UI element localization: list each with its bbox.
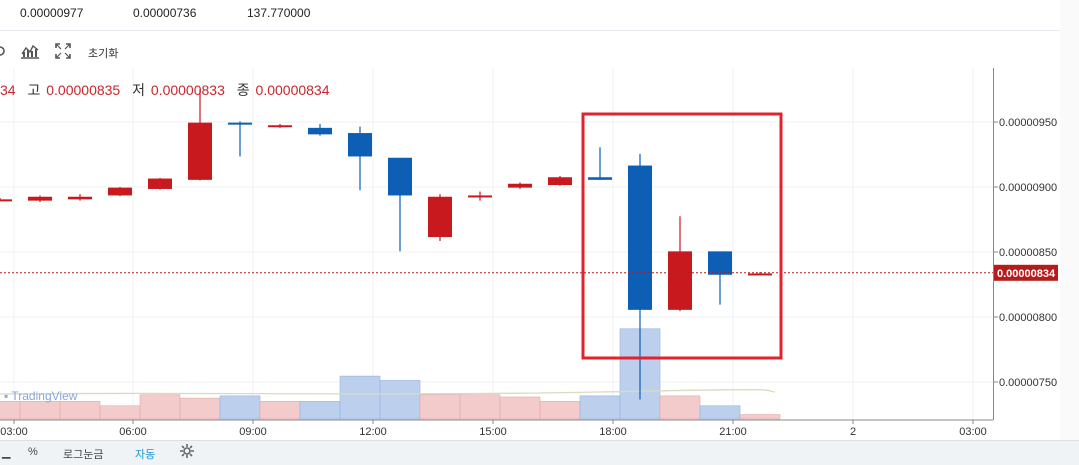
high-value: 0.00000835 [46,82,121,98]
volume-bar [579,395,621,420]
time-tick-label: 06:00 [119,426,147,438]
volume-bar [659,395,701,420]
time-tick-label: 2 [850,426,856,438]
auto-scale-button[interactable]: 자동 [135,449,156,461]
volume-bar [699,405,741,420]
candle-body [588,177,612,180]
chart-pane[interactable] [0,68,994,420]
time-tick-label: 21:00 [719,426,747,438]
volume-bar [219,395,261,420]
volume-bar [739,414,781,420]
candle-body [388,157,412,196]
price-tick-label: 0.00000750 [999,377,1057,389]
candle-body [348,133,372,157]
reset-button[interactable]: 초기화 [88,48,119,60]
volume-bar [59,401,101,420]
volume-bar [299,401,341,420]
volume-bar [179,397,221,420]
candle-body [188,122,212,180]
watermark-text: ▪ TradingView [4,389,78,403]
volume-ma-line [0,389,776,395]
right-scroll-gutter [1060,0,1079,440]
candle-body [228,122,252,125]
volume-bar [99,405,141,420]
candlestick-chart[interactable]: ▪ TradingView 0.00000950 0.00000900 0.00000… [0,0,1060,440]
indicators-icon[interactable] [20,42,39,60]
bottom-bar-item-cut: ▁ [2,447,11,459]
price-tick-label: 0.00000800 [999,312,1057,324]
percent-scale-button[interactable]: % [28,446,38,458]
stat-value-3: 137.770000 [247,6,311,20]
stats-strip: ▔▔ 0.00000977 0.00000736 137.770000 [0,0,1060,31]
volume-bar [0,401,21,420]
candle-body [548,177,572,186]
volume-bar [139,394,181,420]
low-label: 저 [132,82,145,98]
low-value: 0.00000833 [150,82,225,98]
close-value: 0.00000834 [255,82,330,98]
price-tick-label: 0.00000900 [999,182,1057,194]
candle-body [308,127,332,135]
gear-icon[interactable] [180,444,194,461]
volume-bar [259,401,301,420]
high-label: 고 [27,82,41,98]
candle-body [468,195,492,198]
candle-body [628,165,652,310]
stat-value-2: 0.00000736 [133,6,197,20]
volume-bar [499,396,541,420]
log-scale-button[interactable]: 로그눈금 [63,449,104,461]
time-tick-label: 09:00 [239,426,267,438]
candle-body [708,251,732,275]
time-tick-label: 03:00 [0,426,28,438]
current-price-tag [994,264,1058,281]
volume-bar [459,394,501,420]
time-tick-label: 12:00 [359,426,387,438]
volume-bar [379,380,421,420]
volume-bar [19,401,61,420]
volume-bar [419,394,461,420]
bottom-toolbar: ▁ % 로그눈금 자동 [0,440,1079,465]
time-tick-label: 15:00 [479,426,507,438]
candle-body [268,125,292,128]
candle-body [108,187,132,196]
fullscreen-icon[interactable] [54,42,72,60]
volume-bar [539,401,581,420]
time-tick-label: 03:00 [959,426,987,438]
candle-body [668,251,692,310]
candle-body [28,196,52,201]
stat-value-1: 0.00000977 [20,6,84,20]
ohlc-legend: 34 고 0.00000835 저 0.00000833 종 0.0000083… [0,80,332,100]
candle-body [0,199,12,202]
stat-label-cut: ▔▔ [60,0,77,5]
candle-body [68,196,92,200]
time-tick-label: 18:00 [599,426,627,438]
close-value-cut: 34 [0,82,16,98]
settings-icon[interactable] [0,42,14,60]
price-tick-label: 0.00000850 [999,247,1057,259]
candle-body [148,178,172,189]
chart-toolbar: 초기화 [0,38,1060,64]
candle-body [748,273,772,276]
highlight-box [581,112,783,360]
close-label: 종 [236,82,250,98]
price-tick-label: 0.00000950 [999,117,1057,129]
current-price-label: 0.00000834 [997,268,1056,280]
candle-body [428,196,452,238]
volume-bar [339,375,381,420]
candle-body [508,183,532,188]
